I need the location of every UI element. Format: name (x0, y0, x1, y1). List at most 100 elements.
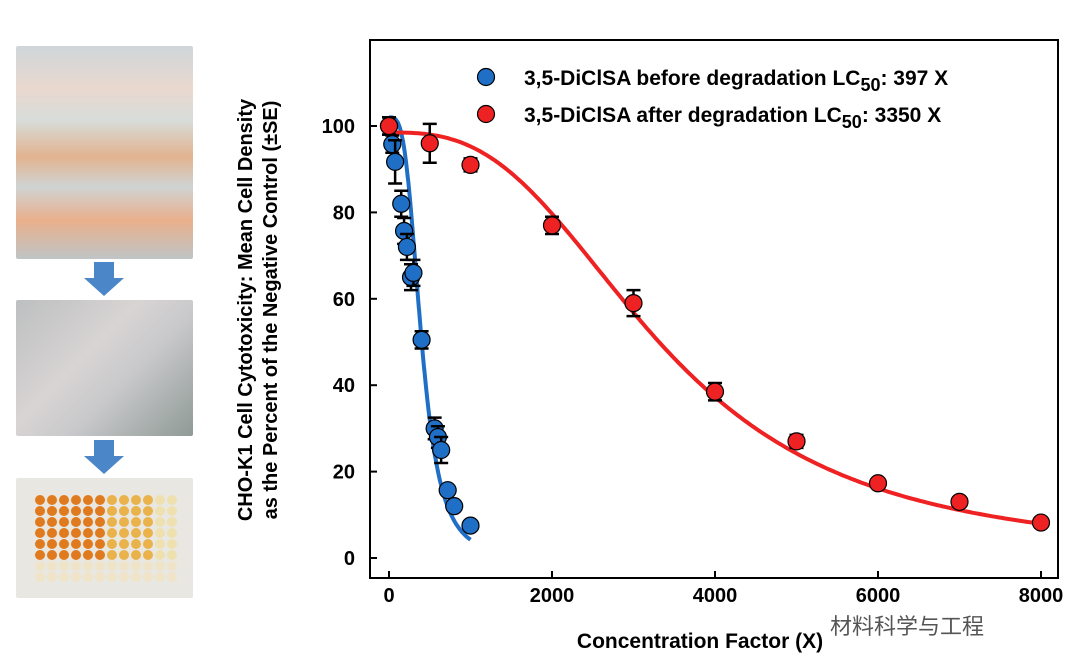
data-point (392, 194, 411, 213)
y-tick-label: 0 (344, 548, 355, 570)
well (47, 506, 57, 516)
well (143, 506, 153, 516)
photo-cell-culture-flasks (16, 46, 193, 259)
y-tick-label: 40 (333, 375, 355, 397)
well (71, 561, 81, 571)
data-point (432, 440, 451, 460)
well (155, 528, 165, 538)
well (131, 550, 141, 560)
well (131, 495, 141, 505)
well (35, 517, 45, 527)
well (71, 539, 81, 549)
data-point (461, 155, 480, 174)
well (167, 539, 177, 549)
well (131, 517, 141, 527)
well (167, 572, 177, 582)
well (47, 517, 57, 527)
well (119, 517, 129, 527)
well (59, 506, 69, 516)
well (71, 528, 81, 538)
well (35, 572, 45, 582)
well (155, 539, 165, 549)
y-tick-label: 80 (333, 202, 355, 224)
x-tick-label: 6000 (856, 585, 901, 607)
well (143, 517, 153, 527)
data-point (1031, 513, 1051, 532)
down-arrow-icon (84, 440, 124, 474)
well (83, 495, 93, 505)
well (59, 550, 69, 560)
well (131, 572, 141, 582)
down-arrow-icon (84, 262, 124, 296)
well (95, 561, 105, 571)
well (131, 528, 141, 538)
well (35, 539, 45, 549)
y-tick-label: 20 (333, 462, 355, 484)
data-point (705, 382, 725, 401)
data-point (445, 497, 464, 516)
data-point (420, 134, 439, 153)
x-tick-label: 2000 (530, 585, 575, 607)
well (35, 561, 45, 571)
well (155, 506, 165, 516)
well (155, 572, 165, 582)
well (47, 495, 57, 505)
well (119, 528, 129, 538)
well (119, 550, 129, 560)
well (95, 572, 105, 582)
well (59, 528, 69, 538)
well (155, 517, 165, 527)
data-point (438, 481, 457, 500)
well (119, 561, 129, 571)
data-point (394, 221, 414, 241)
well (71, 550, 81, 560)
well (35, 528, 45, 538)
well (131, 561, 141, 571)
well (143, 539, 153, 549)
data-point (624, 294, 643, 313)
well (107, 528, 117, 538)
data-point (868, 474, 888, 493)
well (83, 528, 93, 538)
well (59, 539, 69, 549)
well (107, 495, 117, 505)
well (95, 495, 105, 505)
data-point (412, 330, 431, 349)
well (167, 550, 177, 560)
well (83, 517, 93, 527)
data-point (787, 432, 806, 451)
x-axis-label: Concentration Factor (X) (577, 630, 823, 653)
well (143, 561, 153, 571)
well (107, 572, 117, 582)
well (107, 550, 117, 560)
y-axis-label-line2: as the Percent of the Negative Control (… (260, 101, 282, 520)
well (143, 495, 153, 505)
x-tick-label: 8000 (1019, 585, 1064, 607)
well (47, 539, 57, 549)
well (83, 506, 93, 516)
data-point (950, 492, 969, 511)
well (95, 506, 105, 516)
legend-label: 3,5-DiClSA before degradation LC50: 397 … (524, 67, 948, 95)
x-tick-label: 4000 (693, 585, 738, 607)
well (131, 506, 141, 516)
well (47, 550, 57, 560)
y-axis-label-line1: CHO-K1 Cell Cytotoxicity: Mean Cell Dens… (235, 98, 257, 521)
well (35, 495, 45, 505)
well (59, 517, 69, 527)
well (71, 495, 81, 505)
well (167, 561, 177, 571)
well (83, 539, 93, 549)
well (143, 528, 153, 538)
well (71, 572, 81, 582)
well (83, 561, 93, 571)
well (95, 550, 105, 560)
well (83, 572, 93, 582)
well (119, 539, 129, 549)
well (59, 572, 69, 582)
photo-plate-seeding (16, 300, 193, 436)
legend-label: 3,5-DiClSA after degradation LC50: 3350 … (524, 104, 941, 132)
x-tick-label: 0 (383, 585, 394, 607)
well (95, 517, 105, 527)
well (107, 517, 117, 527)
